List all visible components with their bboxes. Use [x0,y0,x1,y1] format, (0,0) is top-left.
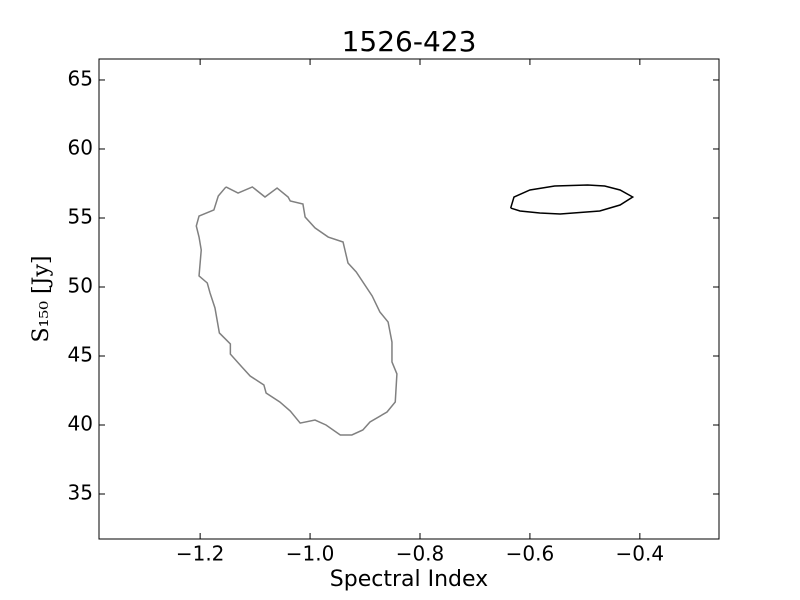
contour-line [195,186,398,436]
x-tick-label: −0.6 [506,542,555,566]
x-tick-label: −0.4 [616,542,665,566]
y-tick-label: 55 [68,204,93,228]
y-tick-label: 50 [68,273,93,297]
y-tick-label: 65 [68,66,93,90]
y-tick-label: 40 [68,412,93,436]
x-tick-label: −1.2 [176,542,225,566]
x-tick-label: −1.0 [286,542,335,566]
x-axis-label: Spectral Index [330,567,488,592]
plot-frame [98,58,720,540]
y-tick-label: 35 [68,481,93,505]
x-tick-label: −0.8 [396,542,445,566]
y-tick-label: 45 [68,342,93,366]
contour-line [509,184,635,215]
y-axis-label: S₁₅₀ [Jy] [29,256,54,343]
y-tick-label: 60 [68,135,93,159]
chart-title: 1526-423 [342,25,477,58]
